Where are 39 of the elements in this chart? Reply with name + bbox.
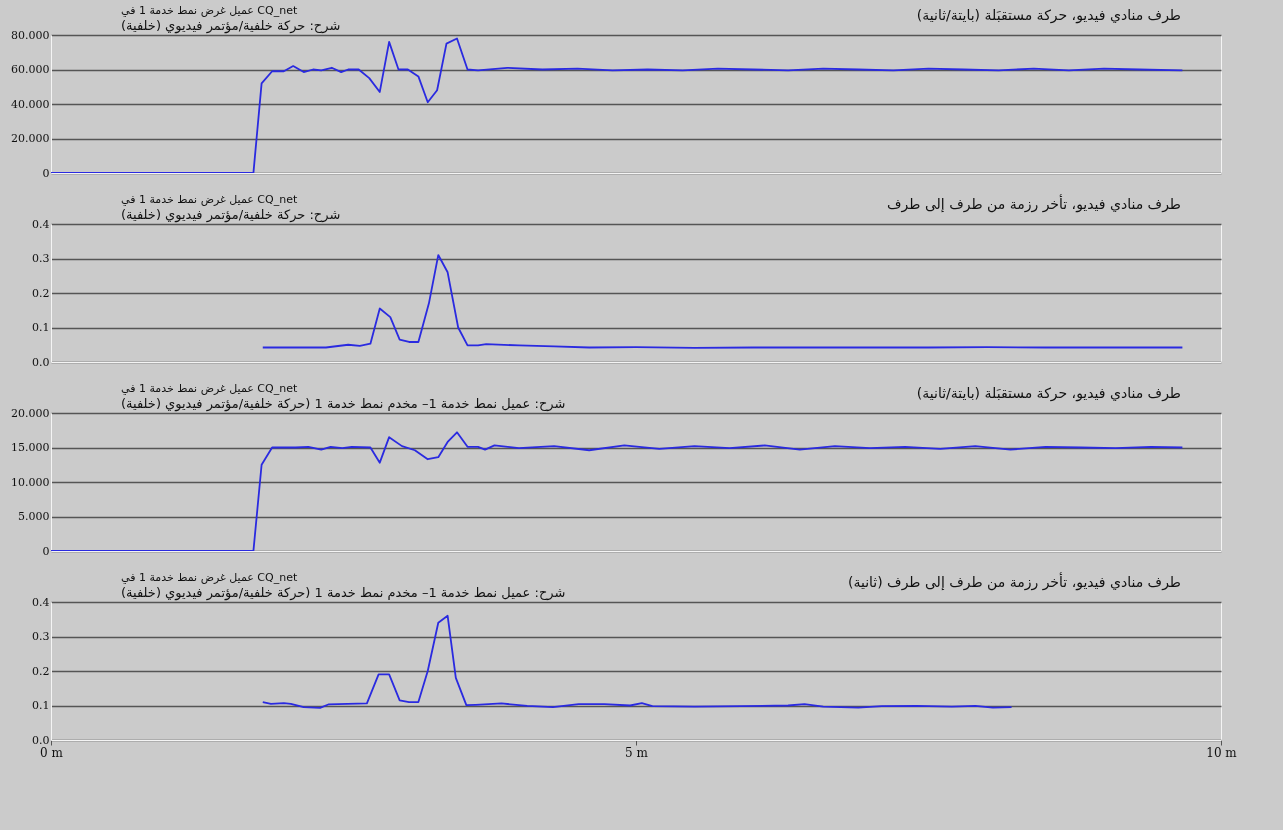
y-tick-label: 60.000 bbox=[11, 63, 50, 76]
y-tick-label: 0.1 bbox=[32, 699, 50, 712]
chart-title: طرف منادي فيديو، حركة مستقبَلة (بايتة/ثانية) bbox=[916, 7, 1181, 24]
y-tick-label: 10.000 bbox=[11, 475, 50, 489]
y-tick-label: 0.2 bbox=[32, 664, 50, 678]
y-tick-label: 80.000 bbox=[11, 28, 50, 42]
text: شرح: حركة خلفية/مؤتمر فيديوي (خلفية) bbox=[121, 18, 341, 34]
text: عميل غرض نمط خدمة 1 في CQ_net bbox=[121, 571, 298, 584]
x-tick-label: 10 m bbox=[1206, 745, 1238, 760]
line-series bbox=[261, 254, 1184, 349]
text: شرح: عميل نمط خدمة 1– مخدم نمط خدمة 1 (حركة خلفية/مؤتمر فيديوي (خلفية) bbox=[121, 585, 566, 601]
y-tick-label: 0.3 bbox=[32, 252, 50, 265]
line-series bbox=[51, 37, 1184, 173]
chart-title: طرف منادي فيديو، حركة مستقبَلة (بايتة/ثانية) bbox=[916, 385, 1181, 402]
y-tick-label: 0.4 bbox=[32, 595, 50, 609]
text: عميل غرض نمط خدمة 1 في CQ_net bbox=[121, 382, 298, 395]
y-tick-label: 0.1 bbox=[32, 321, 50, 334]
y-tick-label: 40.000 bbox=[11, 97, 50, 111]
text: عميل غرض نمط خدمة 1 في CQ_net bbox=[121, 4, 298, 17]
text: شرح: عميل نمط خدمة 1– مخدم نمط خدمة 1 (حركة خلفية/مؤتمر فيديوي (خلفية) bbox=[121, 396, 566, 412]
text: شرح: حركة خلفية/مؤتمر فيديوي (خلفية) bbox=[121, 207, 341, 223]
line-series bbox=[51, 431, 1184, 551]
y-tick-label: 0.3 bbox=[32, 630, 50, 643]
chart-title: طرف منادي فيديو، تأخر رزمة من طرف إلى طرف bbox=[887, 194, 1181, 213]
y-tick-label: 0 bbox=[42, 166, 50, 180]
x-tick-label: 5 m bbox=[625, 745, 649, 760]
y-tick-label: 0.4 bbox=[32, 217, 50, 231]
chart-title: طرف منادي فيديو، تأخر رزمة من طرف إلى طرف (ثانية) bbox=[847, 572, 1181, 591]
y-tick-label: 0.2 bbox=[32, 286, 50, 300]
y-tick-label: 15.000 bbox=[11, 441, 50, 454]
y-tick-label: 20.000 bbox=[11, 406, 50, 420]
y-tick-label: 0.0 bbox=[32, 355, 50, 369]
y-tick-label: 0.0 bbox=[32, 733, 50, 747]
y-tick-label: 20.000 bbox=[11, 132, 50, 145]
y-tick-label: 0 bbox=[42, 544, 50, 558]
text: عميل غرض نمط خدمة 1 في CQ_net bbox=[121, 193, 298, 206]
x-tick-label: 0 m bbox=[40, 745, 64, 760]
y-tick-label: 5.000 bbox=[18, 510, 50, 523]
line-series bbox=[261, 614, 1013, 709]
